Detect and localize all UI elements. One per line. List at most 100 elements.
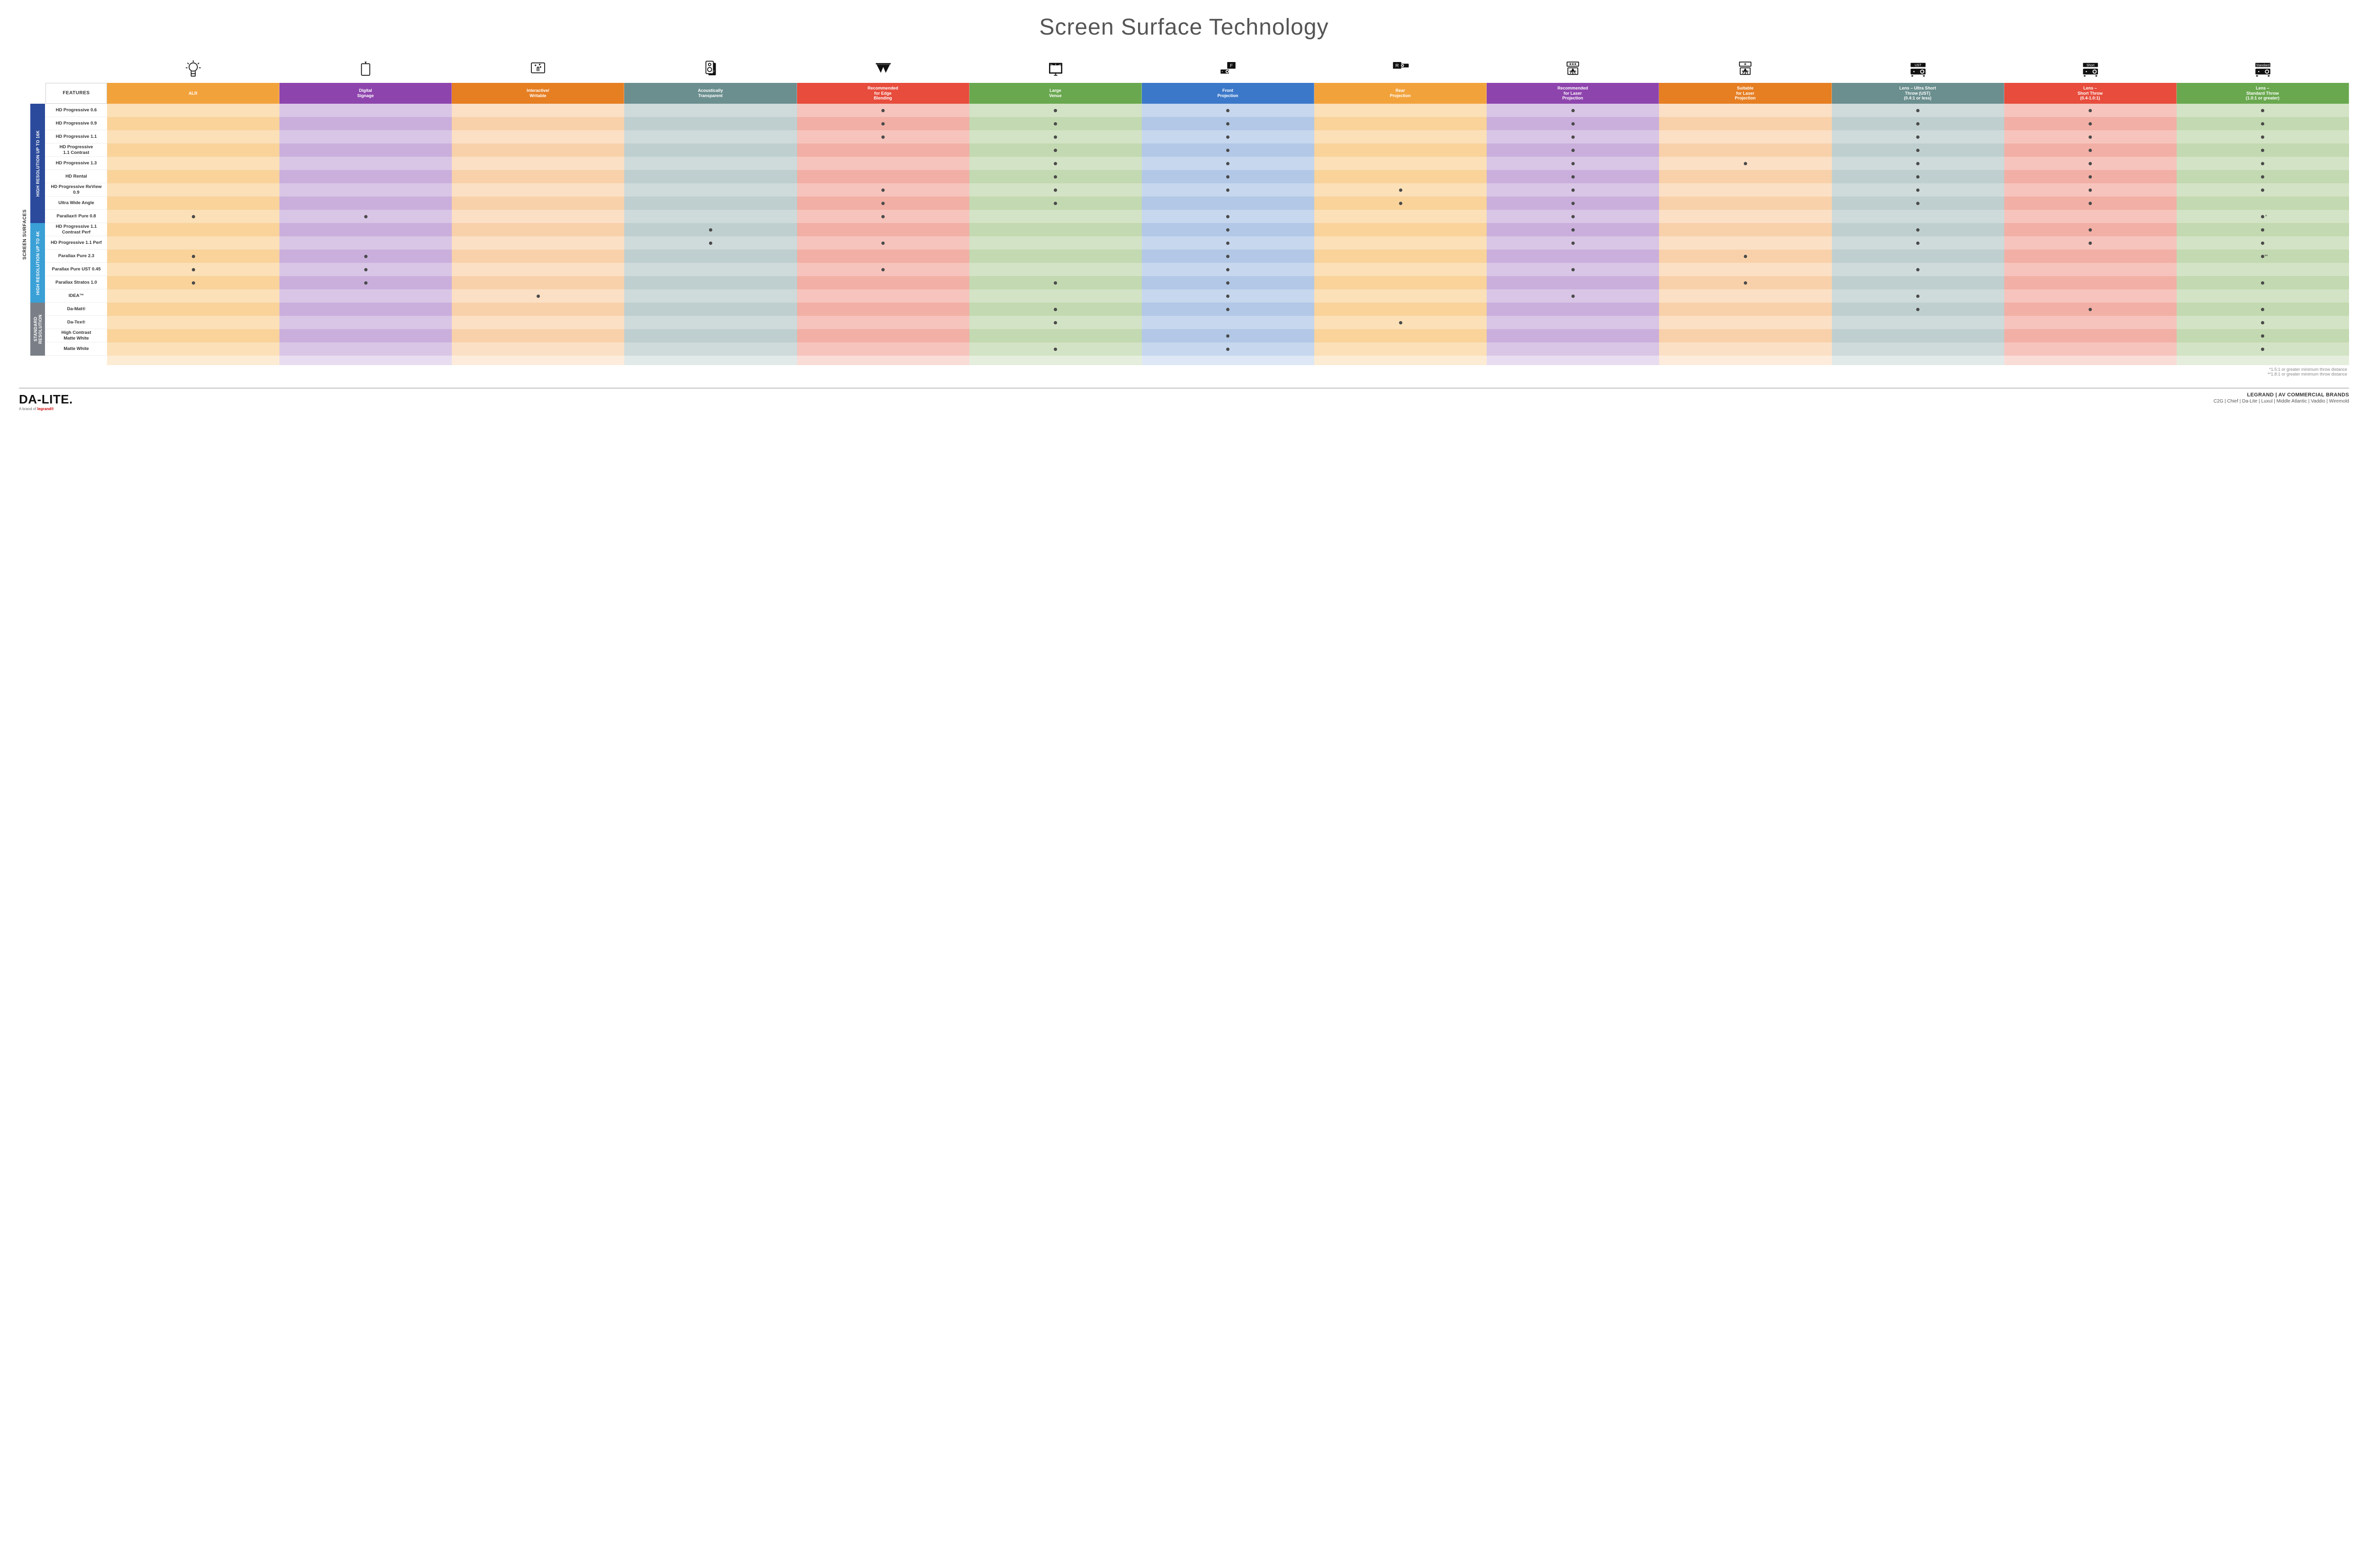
cell [452, 329, 624, 342]
side-label-container: SCREEN SURFACES [19, 54, 30, 365]
cell [452, 276, 624, 289]
cell [969, 210, 1142, 223]
row-label: IDEA™ [45, 289, 107, 303]
cell [2004, 342, 2177, 356]
cell [2004, 263, 2177, 276]
feature-dot [1916, 149, 1920, 152]
cell [797, 303, 969, 316]
feature-dot [2261, 334, 2264, 338]
group-label: HIGH RESOLUTION UP TO 16K [30, 104, 45, 223]
cell [1142, 104, 1314, 117]
row-label: HD Progressive 1.1 Perf [45, 236, 107, 250]
cell [1659, 316, 1831, 329]
cell [1314, 329, 1487, 342]
cell [1487, 197, 1659, 210]
cell [1314, 143, 1487, 157]
feature-dot [1916, 308, 1920, 311]
cell [1314, 157, 1487, 170]
feature-dot [1916, 295, 1920, 298]
cell [452, 130, 624, 143]
cell [452, 342, 624, 356]
feature-dot [1054, 135, 1057, 139]
feature-dot [1571, 215, 1575, 218]
cell [1314, 210, 1487, 223]
row-label: HD Progressive 1.1 [45, 130, 107, 143]
cell [969, 183, 1142, 197]
cell [1832, 197, 2004, 210]
signage-icon [279, 54, 452, 83]
std-icon: Standard [2177, 54, 2349, 83]
cell [2177, 303, 2349, 316]
cell [452, 104, 624, 117]
cell [1314, 250, 1487, 263]
cell [2177, 223, 2349, 236]
cell [797, 157, 969, 170]
cell [1659, 236, 1831, 250]
feature-dot [1571, 228, 1575, 232]
cell [279, 236, 452, 250]
cell [624, 130, 797, 143]
feature-dot [1571, 242, 1575, 245]
feature-dot [2089, 308, 2092, 311]
col-header-laserRec: Recommendedfor LaserProjection [1487, 83, 1659, 104]
feature-dot [1399, 188, 1402, 192]
cell [1314, 342, 1487, 356]
cell [2177, 329, 2349, 342]
cell [1142, 329, 1314, 342]
cell [107, 342, 279, 356]
feature-dot [537, 295, 540, 298]
cell [452, 143, 624, 157]
row-label: Parallax® Pure 0.8 [45, 210, 107, 223]
cell [1142, 117, 1314, 130]
cell [1487, 316, 1659, 329]
feature-dot [1226, 295, 1229, 298]
cell [797, 289, 969, 303]
cell [452, 183, 624, 197]
cell [2004, 223, 2177, 236]
cell [1659, 303, 1831, 316]
cell [2177, 289, 2349, 303]
row-label: HD Progressive 0.9 [45, 117, 107, 130]
cell [279, 276, 452, 289]
cell [1487, 329, 1659, 342]
cell [1487, 117, 1659, 130]
feature-dot [1226, 268, 1229, 271]
row-label: HD Rental [45, 170, 107, 183]
cell [797, 104, 969, 117]
brands-block: LEGRAND | AV COMMERCIAL BRANDS C2G | Chi… [2214, 392, 2349, 404]
cell [107, 197, 279, 210]
cell [107, 104, 279, 117]
cell [107, 276, 279, 289]
svg-text:Standard: Standard [2256, 64, 2270, 67]
col-header-alr: ALR [107, 83, 279, 104]
cell [624, 236, 797, 250]
feature-dot [1571, 149, 1575, 152]
feature-dot [1571, 295, 1575, 298]
cell [452, 210, 624, 223]
cell [969, 117, 1142, 130]
ust-icon: UST [1832, 54, 2004, 83]
cell [1142, 223, 1314, 236]
acoustic-icon [624, 54, 797, 83]
cell [624, 223, 797, 236]
col-header-short: Lens –Short Throw(0.4-1.0:1) [2004, 83, 2177, 104]
cell [1142, 263, 1314, 276]
feature-dot [2261, 215, 2264, 218]
feature-dot [2261, 242, 2264, 245]
cell [279, 303, 452, 316]
cell [452, 236, 624, 250]
brand-sub-prefix: A brand of [19, 407, 37, 411]
alr-icon [107, 54, 279, 83]
cell [624, 104, 797, 117]
svg-text:F: F [1230, 63, 1233, 69]
cell [797, 316, 969, 329]
cell [2004, 117, 2177, 130]
cell [1142, 250, 1314, 263]
feature-dot [2261, 255, 2264, 258]
cell [2004, 236, 2177, 250]
feature-dot [2261, 135, 2264, 139]
cell [1487, 104, 1659, 117]
laserRec-icon [1487, 54, 1659, 83]
logo-block: DA-LITE. A brand of legrand® [19, 392, 73, 411]
cell [279, 157, 452, 170]
